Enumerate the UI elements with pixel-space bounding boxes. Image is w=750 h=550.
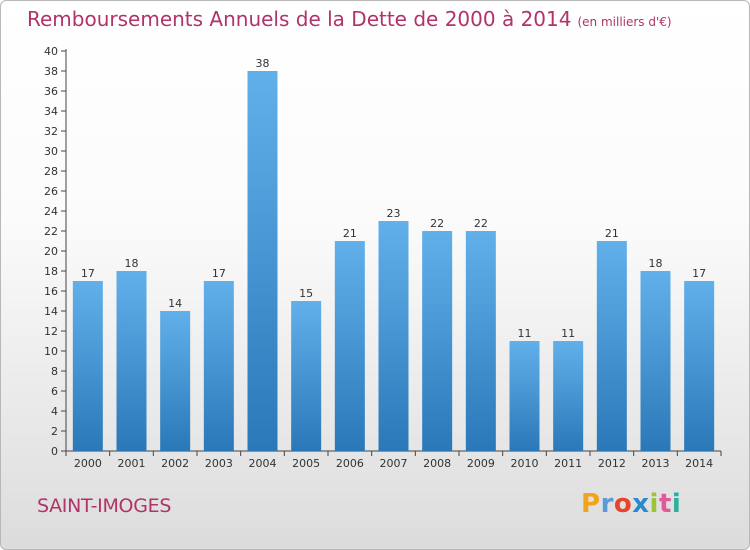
x-tick-label: 2010 (511, 457, 539, 470)
data-label: 14 (168, 297, 182, 310)
bar-2001 (116, 271, 147, 451)
y-tick-label: 0 (51, 445, 58, 458)
y-tick-label: 26 (44, 185, 58, 198)
x-tick-label: 2009 (467, 457, 495, 470)
logo-letter: i (671, 489, 682, 519)
x-tick-label: 2014 (685, 457, 713, 470)
bar-2011 (553, 341, 584, 451)
chart-unit-note: (en milliers d'€) (577, 15, 672, 29)
x-tick-label: 2006 (336, 457, 364, 470)
bar-2005 (291, 301, 322, 451)
x-tick-label: 2000 (74, 457, 102, 470)
y-tick-label: 22 (44, 225, 58, 238)
y-tick-label: 10 (44, 345, 58, 358)
bar-2008 (422, 231, 453, 451)
x-tick-label: 2008 (423, 457, 451, 470)
data-label: 17 (692, 267, 706, 280)
y-tick-label: 12 (44, 325, 58, 338)
x-tick-label: 2012 (598, 457, 626, 470)
x-tick-label: 2005 (292, 457, 320, 470)
bar-2000 (72, 281, 103, 451)
bar-2013 (640, 271, 671, 451)
data-label: 17 (212, 267, 226, 280)
y-tick-label: 38 (44, 65, 58, 78)
data-label: 15 (299, 287, 313, 300)
y-tick-label: 28 (44, 165, 58, 178)
y-tick-label: 2 (51, 425, 58, 438)
bar-2004 (247, 71, 278, 451)
y-tick-label: 6 (51, 385, 58, 398)
x-tick-label: 2001 (118, 457, 146, 470)
data-label: 22 (430, 217, 444, 230)
bar-2014 (684, 281, 715, 451)
data-label: 17 (81, 267, 95, 280)
logo-letter: x (632, 489, 650, 519)
data-label: 21 (343, 227, 357, 240)
y-tick-label: 20 (44, 245, 58, 258)
bar-2002 (160, 311, 191, 451)
chart-title: Remboursements Annuels de la Dette de 20… (27, 7, 672, 31)
commune-name: SAINT-IMOGES (37, 495, 172, 517)
y-tick-label: 36 (44, 85, 58, 98)
bar-2003 (203, 281, 234, 451)
logo-letter: P (581, 489, 601, 519)
data-label: 38 (256, 57, 270, 70)
x-tick-label: 2003 (205, 457, 233, 470)
y-tick-label: 30 (44, 145, 58, 158)
data-label: 11 (518, 327, 532, 340)
x-tick-label: 2002 (161, 457, 189, 470)
bar-2007 (378, 221, 409, 451)
y-tick-label: 34 (44, 105, 58, 118)
y-tick-label: 40 (44, 45, 58, 58)
y-tick-label: 18 (44, 265, 58, 278)
bar-2010 (509, 341, 540, 451)
chart-title-text: Remboursements Annuels de la Dette de 20… (27, 7, 572, 31)
x-tick-label: 2007 (380, 457, 408, 470)
x-tick-label: 2013 (642, 457, 670, 470)
y-tick-label: 4 (51, 405, 58, 418)
proxiti-logo[interactable]: Proxiti (581, 489, 681, 519)
logo-letter: r (600, 489, 614, 519)
y-tick-label: 14 (44, 305, 58, 318)
y-tick-label: 8 (51, 365, 58, 378)
x-tick-label: 2011 (554, 457, 582, 470)
bar-2012 (596, 241, 627, 451)
data-label: 21 (605, 227, 619, 240)
y-tick-label: 24 (44, 205, 58, 218)
bar-2006 (334, 241, 365, 451)
data-label: 18 (649, 257, 663, 270)
data-label: 22 (474, 217, 488, 230)
data-label: 18 (125, 257, 139, 270)
data-label: 23 (387, 207, 401, 220)
bar-2009 (465, 231, 496, 451)
y-tick-label: 32 (44, 125, 58, 138)
x-tick-label: 2004 (249, 457, 277, 470)
logo-letter: o (613, 489, 633, 519)
logo-letter: t (658, 489, 672, 519)
y-tick-label: 16 (44, 285, 58, 298)
logo-letter: i (649, 489, 659, 519)
data-label: 11 (561, 327, 575, 340)
